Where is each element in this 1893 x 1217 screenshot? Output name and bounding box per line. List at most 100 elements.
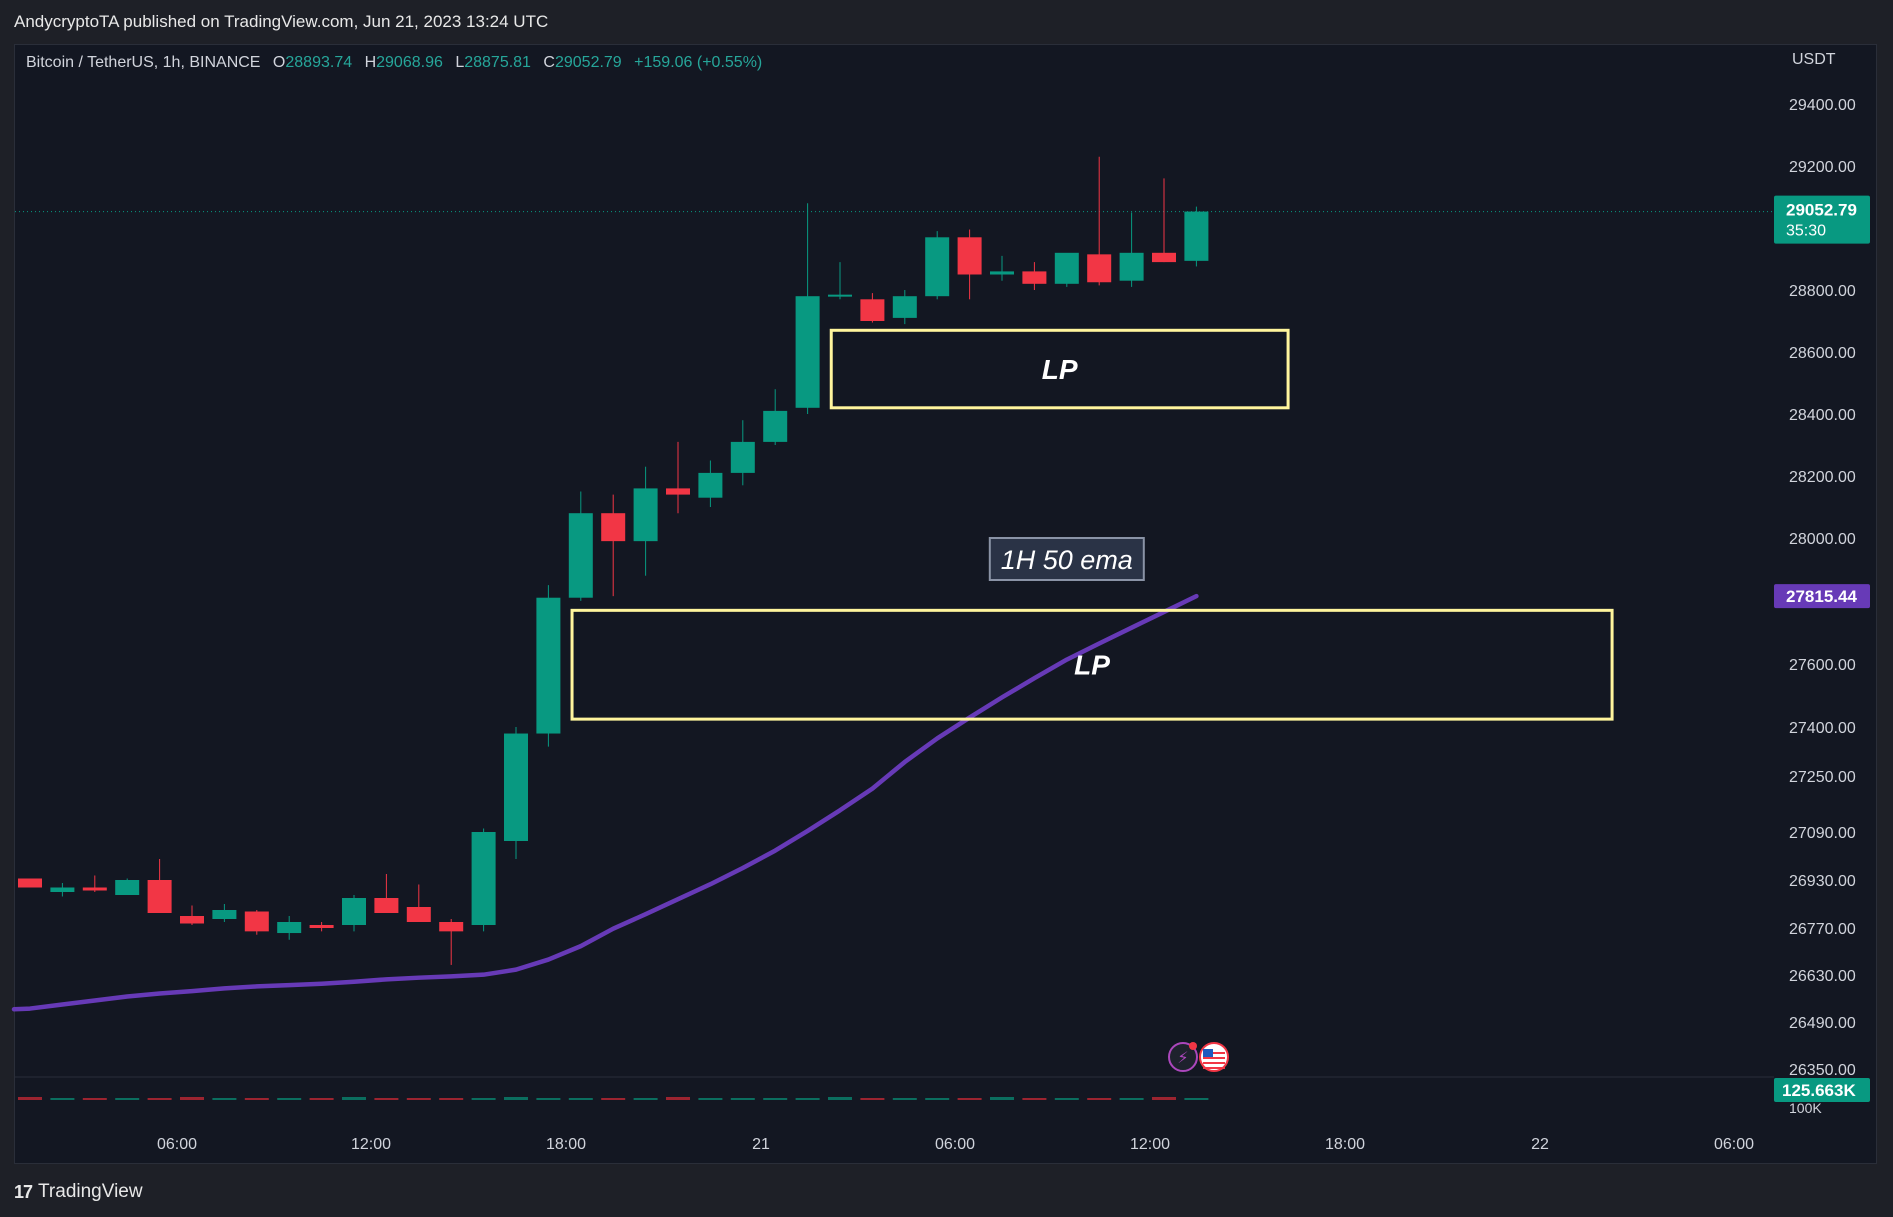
volume-bar [828, 1097, 852, 1100]
x-tick-label: 12:00 [1130, 1136, 1170, 1153]
volume-bar [82, 1098, 107, 1100]
publisher-line: AndycryptoTA published on TradingView.co… [14, 12, 549, 31]
header-bar: AndycryptoTA published on TradingView.co… [0, 0, 1893, 44]
candle-body [1119, 252, 1144, 281]
x-tick-label: 22 [1531, 1136, 1549, 1153]
volume-axis-label: 100K [1789, 1100, 1822, 1116]
brand-label: TradingView [38, 1181, 143, 1202]
y-tick-label: 28000.00 [1789, 531, 1856, 548]
volume-bar [439, 1098, 464, 1100]
volume-bar [763, 1098, 788, 1100]
open-label: O [272, 54, 286, 71]
candle-body [374, 898, 399, 913]
candle-body [536, 597, 561, 734]
volume-bar [1054, 1098, 1079, 1100]
candle-body [795, 296, 820, 408]
y-tick-label: 26770.00 [1789, 921, 1856, 938]
candle-body [82, 887, 107, 891]
y-tick-label: 27600.00 [1789, 657, 1856, 674]
tradingview-logo[interactable]: 17 TradingView [14, 1181, 143, 1203]
candle-body [763, 410, 788, 442]
volume-bar [374, 1098, 399, 1100]
lightning-icon [1168, 1042, 1198, 1072]
volume-bar [536, 1098, 561, 1100]
volume-bar [1119, 1098, 1144, 1100]
volume-bar [698, 1098, 723, 1100]
volume-bar [277, 1098, 302, 1100]
candle-body [860, 299, 885, 321]
price-badge [1774, 195, 1870, 244]
volume-bar [115, 1098, 140, 1100]
volume-bar [406, 1098, 431, 1100]
volume-bar [1022, 1098, 1047, 1100]
candle-body [1087, 254, 1112, 283]
candle-body [212, 910, 237, 919]
candle-body [18, 878, 42, 888]
x-tick-label: 06:00 [935, 1136, 975, 1153]
low-label: L [455, 54, 465, 71]
candle-body [828, 294, 852, 297]
x-tick-label: 18:00 [546, 1136, 586, 1153]
volume-bar [309, 1098, 334, 1100]
volume-bar [1152, 1097, 1176, 1100]
volume-bar [730, 1098, 755, 1100]
close-label: C [543, 54, 555, 71]
x-tick-label: 18:00 [1325, 1136, 1365, 1153]
y-tick-label: 29400.00 [1789, 97, 1856, 114]
ema-label-box [988, 536, 1145, 581]
high-value: 29068.96 [376, 54, 443, 71]
candle-body [1054, 252, 1079, 284]
x-tick-label: 21 [752, 1136, 770, 1153]
volume-bar [1184, 1098, 1209, 1100]
candle-body [1184, 211, 1209, 261]
candle-body [309, 925, 334, 928]
volume-bar [795, 1098, 820, 1100]
candle-body [406, 907, 431, 922]
candle-body [990, 271, 1014, 275]
candle-body [957, 237, 982, 275]
y-tick-label: 26630.00 [1789, 968, 1856, 985]
chart-frame [14, 44, 1877, 1164]
candle-body [633, 488, 658, 542]
open-value: 28893.74 [285, 54, 353, 71]
volume-badge [1774, 1078, 1870, 1102]
us-flag-stripe [1203, 1052, 1225, 1054]
tv-logo-icon: 17 [14, 1181, 33, 1202]
volume-bar [666, 1097, 690, 1100]
candle-body [439, 922, 464, 932]
candle-body [147, 880, 172, 913]
volume-bar [925, 1098, 950, 1100]
currency-unit[interactable]: USDT [1792, 51, 1836, 68]
symbol-label[interactable]: Bitcoin / TetherUS, 1h, BINANCE [26, 54, 261, 71]
x-tick-label: 12:00 [351, 1136, 391, 1153]
ema-badge [1774, 584, 1870, 609]
ohlc-legend: Bitcoin / TetherUS, 1h, BINANCE O28893.7… [26, 54, 762, 72]
price-badge-countdown: 35:30 [1786, 223, 1826, 240]
volume-bar [504, 1097, 528, 1100]
ema-line [11, 593, 1199, 1012]
candle-body [50, 887, 75, 892]
close-value: 29052.79 [554, 54, 622, 71]
candle-body [342, 898, 366, 925]
y-tick-label: 26350.00 [1789, 1062, 1856, 1079]
lightning-icon-glyph: ⚡ [1177, 1048, 1188, 1067]
volume-bar [50, 1098, 75, 1100]
y-tick-label: 28800.00 [1789, 283, 1856, 300]
volume-badge-value: 125.663K [1782, 1081, 1856, 1100]
volume-bar [860, 1098, 885, 1100]
us-flag-stripe [1203, 1062, 1225, 1064]
price-badge-value: 29052.79 [1786, 201, 1857, 220]
x-tick-label: 06:00 [157, 1136, 197, 1153]
volume-bar [892, 1098, 917, 1100]
candle-body [180, 916, 204, 924]
candle-body [568, 513, 593, 598]
volume-bar [633, 1098, 658, 1100]
y-tick-label: 28400.00 [1789, 407, 1856, 424]
volume-bar [568, 1098, 593, 1100]
us-flag-canton [1203, 1049, 1213, 1057]
x-tick-label: 06:00 [1714, 1136, 1754, 1153]
lp-zone-label: LP [1074, 650, 1110, 681]
volume-bar [18, 1097, 42, 1100]
candle-body [601, 513, 626, 542]
